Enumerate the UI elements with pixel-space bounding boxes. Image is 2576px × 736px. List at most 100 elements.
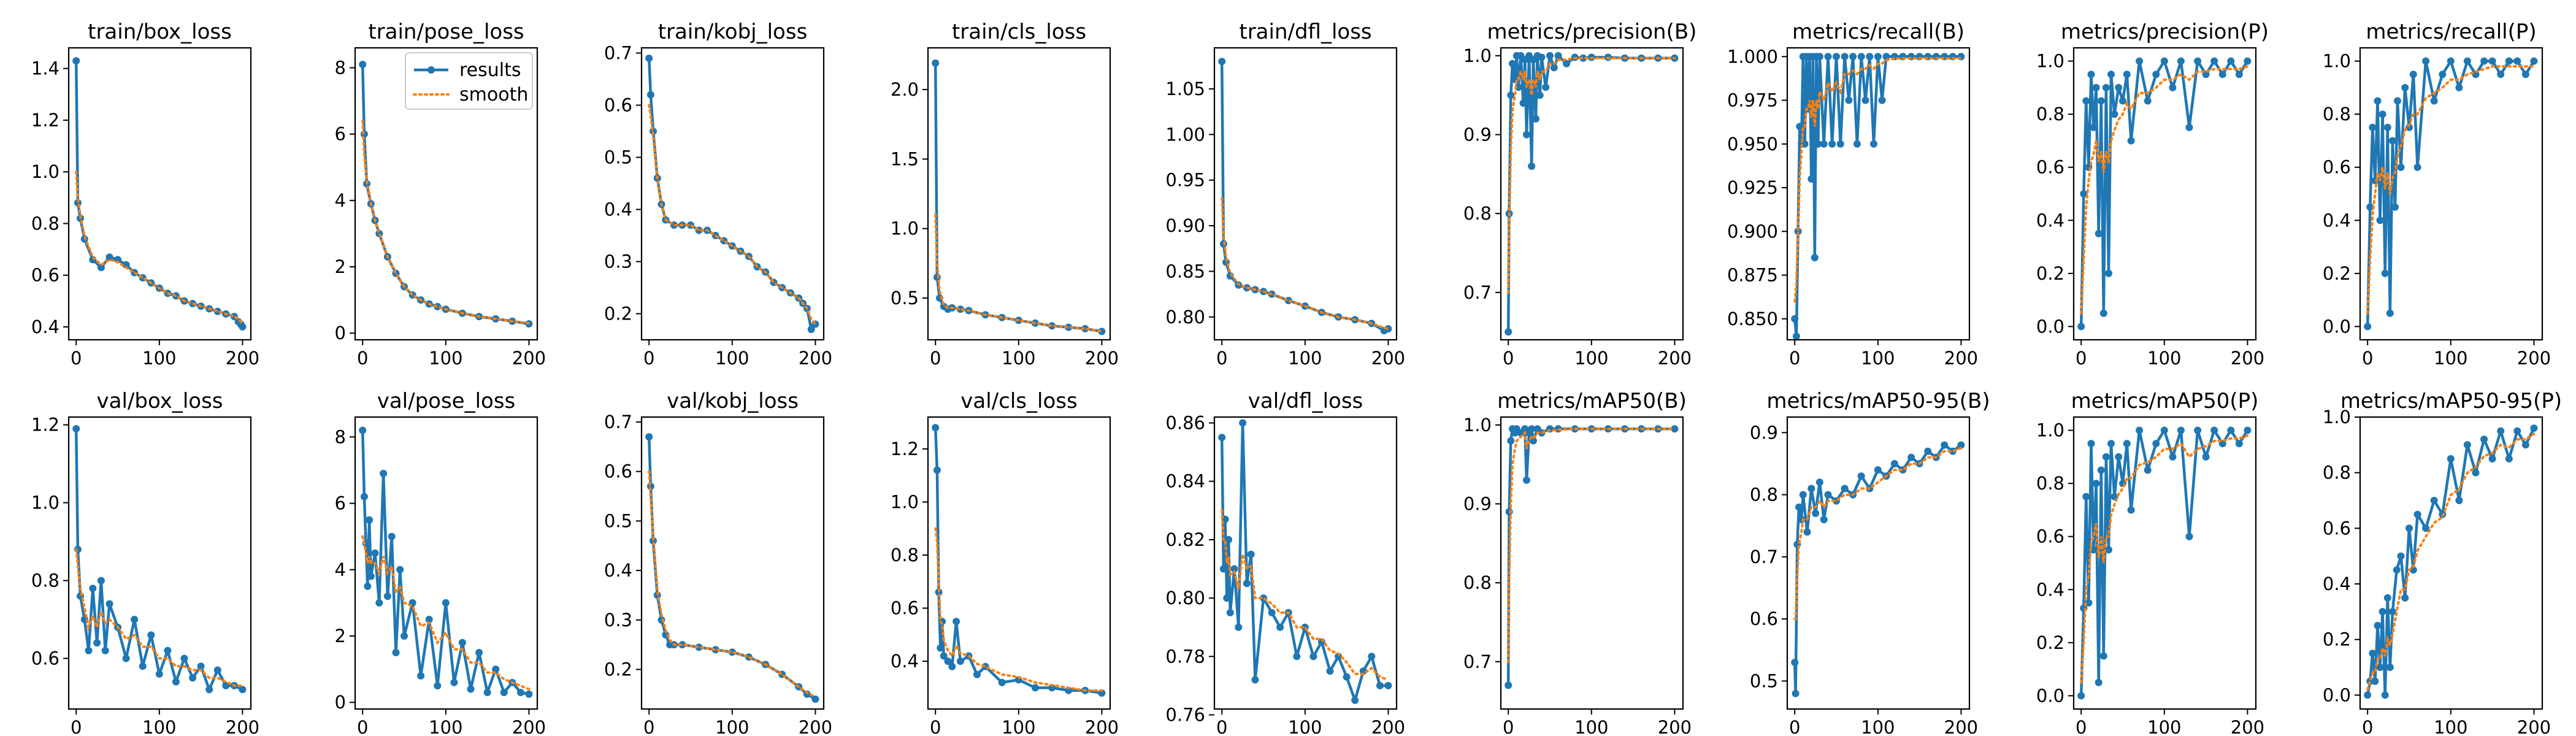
subplot-panel: val/pose_loss 0 2 4 6 8 0 100 200 xyxy=(335,389,546,736)
x-tick-label: 200 xyxy=(1658,717,1692,736)
results-point xyxy=(1803,528,1811,536)
y-tick-label: 1.0 xyxy=(31,493,59,513)
results-line xyxy=(647,437,816,700)
results-point xyxy=(2177,426,2185,434)
results-point xyxy=(1841,53,1849,61)
legend-results-label: results xyxy=(459,59,521,81)
results-point xyxy=(450,678,458,686)
results-point xyxy=(1794,228,1802,236)
results-point xyxy=(147,631,155,639)
y-tick-label: 0.4 xyxy=(2036,210,2064,231)
results-point xyxy=(932,59,940,67)
results-point xyxy=(525,690,533,698)
x-tick-label: 100 xyxy=(2147,717,2181,736)
results-point xyxy=(2422,57,2430,65)
results-line xyxy=(361,430,529,696)
y-tick-label: 0.8 xyxy=(31,570,59,591)
legend: results smooth xyxy=(405,52,533,110)
smooth-line xyxy=(934,213,1103,333)
y-tick-label: 1.4 xyxy=(31,58,59,79)
y-tick-label: 0.4 xyxy=(891,651,919,672)
results-point xyxy=(1230,565,1238,573)
x-tick-label: 100 xyxy=(1288,348,1322,369)
results-point xyxy=(2105,546,2112,554)
results-point xyxy=(383,592,391,600)
results-point xyxy=(1505,328,1512,336)
y-tick-label: 0.78 xyxy=(1165,646,1205,667)
y-tick-label: 0.7 xyxy=(604,43,632,64)
y-tick-label: 0.80 xyxy=(1165,307,1205,328)
results-point xyxy=(475,649,483,656)
y-tick-label: 1.000 xyxy=(1727,46,1778,67)
results-point xyxy=(937,644,945,652)
y-tick-label: 0.975 xyxy=(1727,90,1778,111)
results-point xyxy=(1223,594,1231,602)
results-point xyxy=(2185,123,2193,131)
results-point xyxy=(2422,524,2430,532)
panel-title: metrics/mAP50(B) xyxy=(1497,389,1687,413)
results-point xyxy=(2127,506,2135,514)
panel-title: val/box_loss xyxy=(97,389,223,413)
y-tick-label: 0.6 xyxy=(2323,157,2351,178)
results-point xyxy=(2521,441,2529,449)
results-point xyxy=(97,264,105,272)
y-tick-label: 0.82 xyxy=(1165,529,1205,550)
results-line xyxy=(1220,421,1389,702)
y-tick-label: 0.0 xyxy=(2323,316,2351,337)
results-point xyxy=(2447,57,2455,65)
results-point xyxy=(1811,254,1819,261)
results-point xyxy=(1815,478,1823,486)
results-point xyxy=(1384,325,1392,333)
axes-frame xyxy=(927,47,1111,341)
subplot-panel: metrics/precision(B) 0.7 0.8 0.9 1.0 0 100 200 xyxy=(1463,20,1697,369)
y-tick-label: 0.8 xyxy=(2036,473,2064,494)
results-point xyxy=(180,654,188,662)
results-point xyxy=(1384,681,1392,689)
smooth-line xyxy=(2366,65,2536,315)
results-point xyxy=(2244,57,2252,65)
x-tick-label: 0 xyxy=(2076,348,2087,369)
x-tick-label: 200 xyxy=(1085,348,1119,369)
results-point xyxy=(380,470,388,477)
smooth-line xyxy=(2080,65,2249,315)
results-point xyxy=(2488,57,2496,65)
panel-title: train/kobj_loss xyxy=(658,20,808,44)
smooth-line xyxy=(2080,434,2249,684)
panel-title: metrics/mAP50(P) xyxy=(2071,389,2259,413)
y-tick-label: 2 xyxy=(335,626,346,646)
results-point xyxy=(2136,57,2144,65)
subplot-panel: train/cls_loss 0.5 1.0 1.5 2.0 0 100 200 xyxy=(891,20,1119,369)
x-tick-label: 0 xyxy=(930,717,941,736)
results-point xyxy=(2397,163,2405,171)
x-tick-label: 100 xyxy=(429,717,462,736)
y-tick-label: 0.900 xyxy=(1727,221,1778,242)
results-point xyxy=(933,466,941,474)
x-tick-label: 100 xyxy=(1288,717,1322,736)
y-tick-label: 0.5 xyxy=(891,288,919,309)
results-point xyxy=(500,689,508,696)
results-point xyxy=(1828,140,1836,148)
results-point xyxy=(1538,53,1546,61)
results-point xyxy=(1048,684,1056,692)
x-tick-label: 100 xyxy=(2434,717,2467,736)
results-point xyxy=(2097,97,2105,105)
results-point xyxy=(1874,466,1882,474)
results-point xyxy=(172,678,180,686)
results-point xyxy=(811,695,819,703)
y-tick-label: 0.5 xyxy=(604,147,632,168)
results-point xyxy=(807,326,815,333)
results-point xyxy=(1820,516,1828,524)
results-point xyxy=(2092,83,2100,91)
results-point xyxy=(1326,667,1334,675)
results-point xyxy=(401,632,408,640)
results-point xyxy=(2152,71,2160,79)
results-point xyxy=(1226,608,1234,616)
smooth-line xyxy=(1507,427,1676,663)
subplot-panel: train/box_loss 0.4 0.6 0.8 1.0 1.2 1.4 0 100 200 xyxy=(31,20,259,369)
subplot-panel: metrics/mAP50-95(P) 0.0 0.2 0.4 0.6 0.8 1.0 0 10… xyxy=(2323,389,2562,736)
results-point xyxy=(1528,425,1536,433)
x-tick-label: 100 xyxy=(1861,348,1895,369)
y-tick-label: 1.0 xyxy=(891,218,919,239)
results-line xyxy=(2079,429,2249,696)
